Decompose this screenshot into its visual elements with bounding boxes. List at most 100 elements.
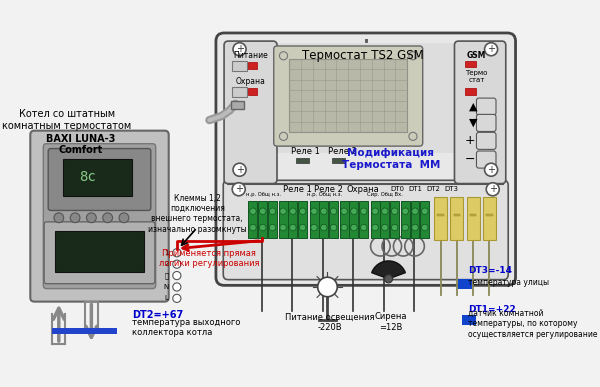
Text: Термо
стат: Термо стат bbox=[465, 70, 488, 84]
Bar bbox=[465, 61, 476, 67]
FancyBboxPatch shape bbox=[224, 41, 277, 183]
Circle shape bbox=[385, 275, 392, 283]
Text: −: − bbox=[464, 152, 475, 166]
Circle shape bbox=[250, 224, 256, 231]
Text: Питание освещения
-220В: Питание освещения -220В bbox=[285, 312, 374, 332]
Bar bbox=[258, 202, 267, 238]
Circle shape bbox=[280, 208, 286, 214]
Circle shape bbox=[412, 208, 418, 214]
Circle shape bbox=[372, 224, 379, 231]
Text: Реле 2: Реле 2 bbox=[314, 185, 343, 194]
Bar bbox=[401, 202, 410, 238]
Circle shape bbox=[259, 224, 266, 231]
Circle shape bbox=[317, 277, 337, 297]
Text: ▼: ▼ bbox=[469, 118, 478, 127]
Text: GSM: GSM bbox=[467, 51, 486, 60]
Bar bbox=[319, 202, 328, 238]
Bar bbox=[420, 202, 429, 238]
Circle shape bbox=[486, 183, 499, 196]
Circle shape bbox=[119, 213, 129, 223]
Circle shape bbox=[382, 208, 388, 214]
Bar bbox=[465, 88, 476, 95]
Circle shape bbox=[341, 224, 347, 231]
Text: датчик комнатной
температуры, по которому
осуществляется регулирование: датчик комнатной температуры, по котором… bbox=[469, 309, 598, 339]
Text: ▲: ▲ bbox=[469, 101, 478, 111]
Bar bbox=[470, 214, 476, 216]
Bar bbox=[296, 158, 309, 163]
Bar bbox=[437, 214, 444, 216]
Circle shape bbox=[269, 224, 276, 231]
Bar bbox=[349, 202, 358, 238]
Circle shape bbox=[372, 208, 379, 214]
Circle shape bbox=[485, 163, 497, 176]
Circle shape bbox=[361, 208, 367, 214]
Text: Термостат TS2 GSM: Термостат TS2 GSM bbox=[302, 49, 424, 62]
Text: +: + bbox=[236, 44, 244, 54]
FancyBboxPatch shape bbox=[31, 131, 169, 301]
Circle shape bbox=[250, 208, 256, 214]
Circle shape bbox=[290, 208, 296, 214]
Bar bbox=[232, 61, 247, 71]
Circle shape bbox=[382, 224, 388, 231]
Circle shape bbox=[409, 132, 417, 140]
Text: 1: 1 bbox=[164, 250, 169, 256]
Circle shape bbox=[290, 224, 296, 231]
Text: L: L bbox=[165, 295, 169, 301]
Bar bbox=[390, 202, 399, 238]
Circle shape bbox=[391, 208, 398, 214]
Wedge shape bbox=[371, 261, 406, 279]
FancyBboxPatch shape bbox=[44, 222, 155, 284]
Text: Применяется прямая
логики регулирования: Применяется прямая логики регулирования bbox=[159, 249, 260, 268]
Text: Модификация
Термостата  ММ: Модификация Термостата ММ bbox=[342, 148, 440, 170]
Circle shape bbox=[299, 208, 306, 214]
Bar bbox=[226, 43, 506, 152]
Circle shape bbox=[233, 43, 246, 56]
Circle shape bbox=[311, 224, 317, 231]
Text: +: + bbox=[235, 184, 243, 194]
FancyBboxPatch shape bbox=[216, 33, 515, 285]
Circle shape bbox=[173, 283, 181, 291]
Bar bbox=[359, 202, 368, 238]
Circle shape bbox=[350, 208, 357, 214]
Bar bbox=[332, 158, 346, 163]
Bar bbox=[329, 202, 338, 238]
FancyBboxPatch shape bbox=[48, 149, 151, 211]
Text: DT2: DT2 bbox=[427, 186, 440, 192]
Circle shape bbox=[341, 208, 347, 214]
Bar bbox=[458, 279, 472, 289]
Text: Реле 2: Реле 2 bbox=[328, 147, 356, 156]
Bar bbox=[289, 202, 298, 238]
Text: Питание: Питание bbox=[233, 51, 268, 60]
Circle shape bbox=[402, 224, 409, 231]
Bar bbox=[268, 202, 277, 238]
Text: DT3: DT3 bbox=[444, 186, 458, 192]
Text: +: + bbox=[489, 184, 497, 194]
Circle shape bbox=[485, 43, 497, 56]
Circle shape bbox=[103, 213, 113, 223]
Circle shape bbox=[409, 52, 417, 60]
Bar bbox=[361, 23, 371, 28]
Circle shape bbox=[70, 213, 80, 223]
Text: Реле 1: Реле 1 bbox=[291, 147, 320, 156]
Circle shape bbox=[232, 183, 245, 196]
Text: температура улицы: температура улицы bbox=[469, 278, 550, 288]
Text: Реле 1: Реле 1 bbox=[283, 185, 312, 194]
Text: н.р. Общ н.з.: н.р. Общ н.з. bbox=[245, 192, 281, 197]
Text: BAXI LUNA-3
Comfort: BAXI LUNA-3 Comfort bbox=[46, 134, 115, 155]
Bar bbox=[278, 202, 287, 238]
Bar bbox=[55, 231, 144, 272]
Text: +: + bbox=[236, 165, 244, 175]
FancyBboxPatch shape bbox=[476, 115, 496, 132]
Circle shape bbox=[311, 208, 317, 214]
Text: DT0: DT0 bbox=[391, 186, 404, 192]
Text: ⏚: ⏚ bbox=[164, 272, 169, 279]
Bar bbox=[380, 202, 389, 238]
Circle shape bbox=[173, 294, 181, 303]
Bar bbox=[483, 197, 496, 240]
FancyBboxPatch shape bbox=[476, 98, 496, 115]
Text: DT3=-14: DT3=-14 bbox=[469, 266, 512, 275]
Bar bbox=[371, 202, 380, 238]
FancyBboxPatch shape bbox=[274, 46, 423, 146]
Circle shape bbox=[280, 224, 286, 231]
Circle shape bbox=[331, 224, 337, 231]
